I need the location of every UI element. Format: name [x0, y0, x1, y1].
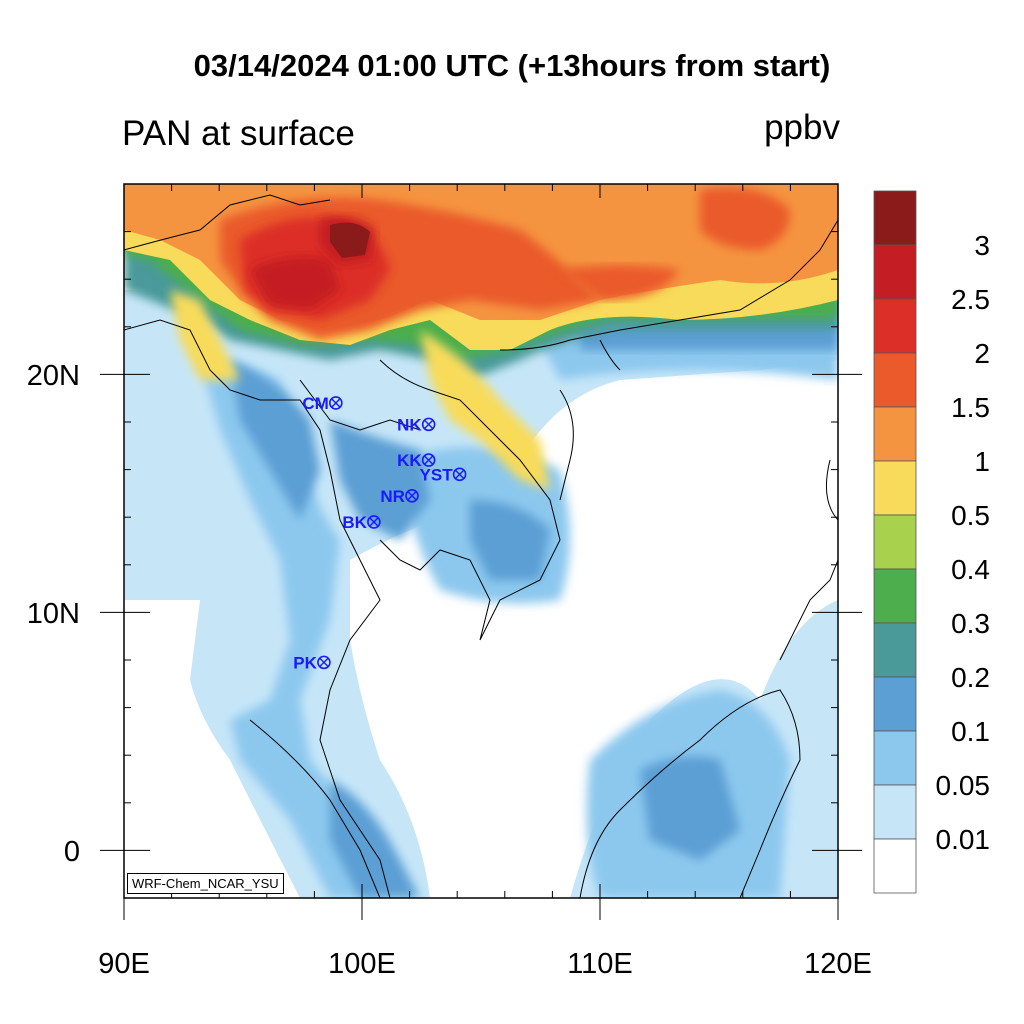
station-label: NR: [380, 487, 405, 506]
colorbar-swatch: [873, 190, 917, 246]
station-nr: NR: [380, 487, 419, 506]
station-label: KK: [397, 451, 422, 470]
x-tick-90E: 90E: [98, 948, 150, 980]
station-kk: KK: [397, 451, 436, 470]
x-tick-120E: 120E: [804, 948, 872, 980]
station-marker-icon: [367, 515, 381, 529]
colorbar-swatch: [873, 568, 917, 624]
coastlines: [124, 194, 838, 898]
station-marker-icon: [421, 453, 436, 467]
map-title: 03/14/2024 01:00 UTC (+13hours from star…: [193, 48, 831, 83]
colorbar-swatch: [873, 730, 917, 786]
y-tick-10N: 10N: [27, 598, 80, 630]
station-label: PK: [293, 653, 317, 672]
colorbar-swatch: [873, 838, 917, 894]
colorbar-label: 3: [974, 230, 990, 261]
model-credit: WRF-Chem_NCAR_YSU: [127, 873, 284, 894]
colorbar-swatch: [873, 514, 917, 570]
colorbar-swatch: [873, 676, 917, 732]
units-label: ppbv: [764, 108, 840, 147]
station-marker-icon: [405, 488, 419, 503]
colorbar-swatch: [873, 460, 917, 516]
colorbar-swatch: [873, 406, 917, 462]
colorbar-label: 1.5: [951, 392, 990, 423]
colorbar-label: 1: [974, 446, 990, 477]
y-tick-0: 0: [64, 836, 80, 868]
station-label: NK: [397, 415, 422, 434]
y-tick-20N: 20N: [27, 360, 80, 392]
pan-field: [124, 184, 838, 898]
x-tick-100E: 100E: [328, 948, 396, 980]
colorbar-label: 0.05: [936, 770, 991, 801]
station-label: BK: [342, 513, 367, 532]
colorbar-swatch: [873, 298, 917, 354]
station-pk: PK: [293, 653, 331, 672]
colorbar-swatch: [873, 352, 917, 408]
station-nk: NK: [397, 415, 436, 434]
colorbar-label: 0.5: [951, 500, 990, 531]
x-tick-110E: 110E: [567, 948, 633, 980]
tick-marks: [100, 183, 862, 920]
station-marker-icon: [452, 467, 467, 482]
station-marker-icon: [317, 655, 331, 670]
colorbar-label: 2.5: [951, 284, 990, 315]
station-marker-icon: [329, 396, 343, 410]
station-yst: YST: [420, 465, 467, 484]
colorbar-label: 2: [974, 338, 990, 369]
colorbar-label: 0.3: [951, 608, 990, 639]
station-label: CM: [302, 394, 328, 413]
colorbar-swatch: [873, 244, 917, 300]
station-label: YST: [420, 465, 454, 484]
colorbar-label: 0.01: [936, 824, 991, 855]
plot-frame: [123, 183, 839, 899]
station-bk: BK: [342, 513, 381, 532]
colorbar-swatch: [873, 784, 917, 840]
colorbar-label: 0.1: [951, 716, 990, 747]
colorbar-label: 0.4: [951, 554, 990, 585]
colorbar-swatch: [873, 622, 917, 678]
variable-label: PAN at surface: [122, 114, 355, 153]
station-marker-icon: [421, 417, 436, 432]
colorbar-label: 0.2: [951, 662, 990, 693]
station-cm: CM: [302, 394, 343, 413]
colorbar: 3 2.5 2 1.5 1 0.5 0.4 0.3 0.2 0.1 0.05 0.01: [873, 190, 991, 894]
